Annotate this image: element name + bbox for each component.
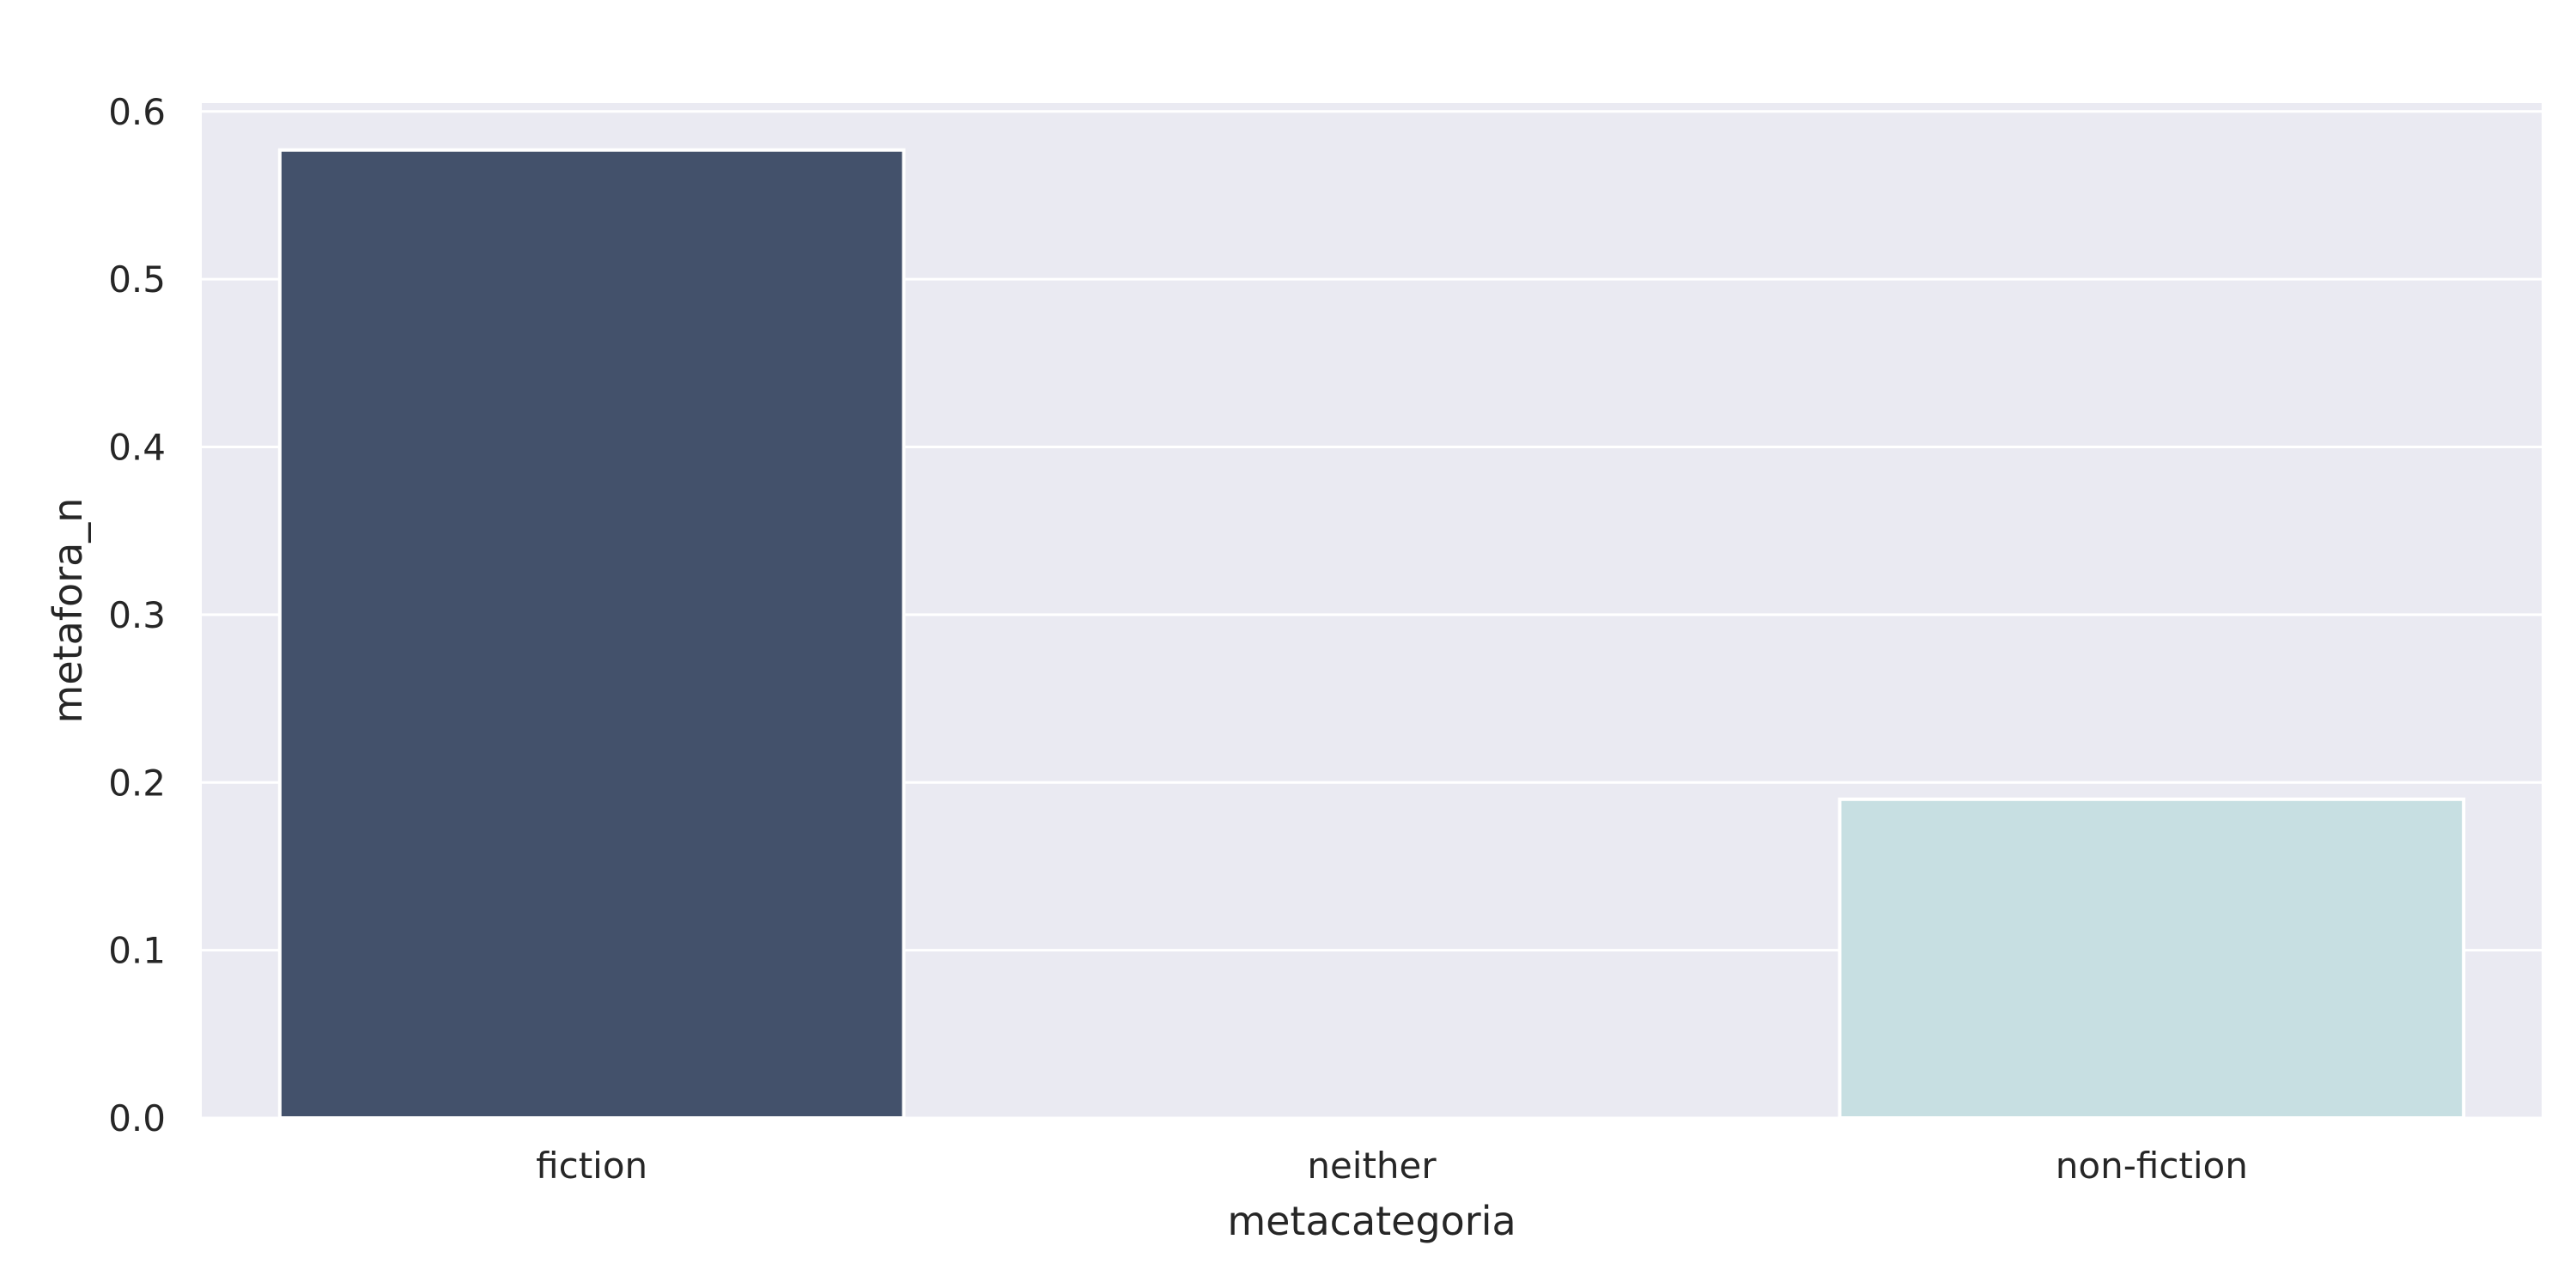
x-tick-label: fiction bbox=[536, 1145, 647, 1187]
x-tick-label: neither bbox=[1307, 1145, 1437, 1187]
y-tick-label: 0.3 bbox=[108, 594, 166, 636]
bars bbox=[277, 148, 2466, 1121]
y-tick-label: 0.4 bbox=[108, 427, 166, 469]
y-tick-labels: 0.0 0.1 0.2 0.3 0.4 0.5 0.6 bbox=[108, 91, 166, 1139]
y-tick-label: 0.2 bbox=[108, 762, 166, 804]
bar-non-fiction bbox=[1838, 797, 2466, 1120]
x-tick-label: non-fiction bbox=[2056, 1145, 2248, 1187]
x-tick-labels: fiction neither non-fiction bbox=[536, 1145, 2248, 1187]
y-tick-label: 0.1 bbox=[108, 930, 166, 972]
bar-fiction bbox=[277, 148, 906, 1121]
y-tick-label: 0.0 bbox=[108, 1097, 166, 1139]
y-axis-label: metafora_n bbox=[45, 498, 91, 724]
y-tick-label: 0.5 bbox=[108, 258, 166, 301]
x-axis-label: metacategoria bbox=[1227, 1198, 1516, 1244]
y-tick-label: 0.6 bbox=[108, 91, 166, 133]
